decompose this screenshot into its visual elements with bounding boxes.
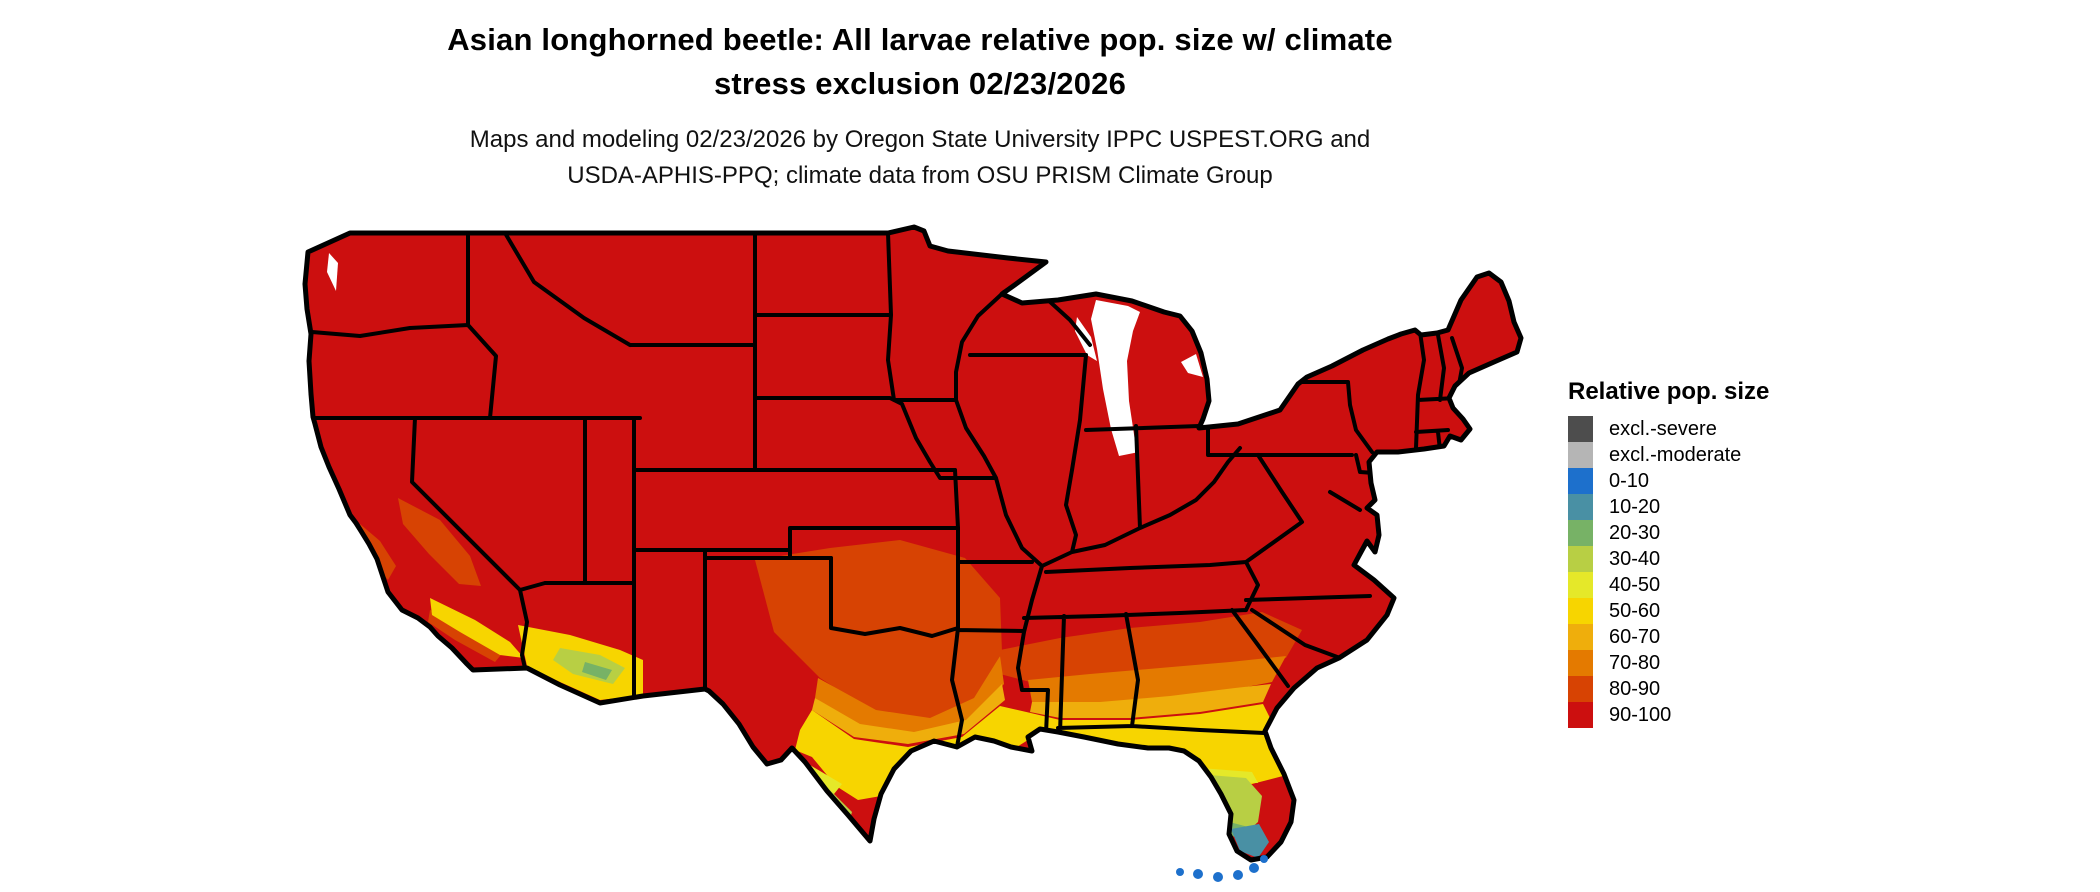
legend-row: 90-100 [1568, 702, 1769, 728]
florida-keys-dot [1249, 863, 1259, 873]
legend-label: 80-90 [1609, 678, 1661, 700]
map-subtitle-line2: USDA-APHIS-PPQ; climate data from OSU PR… [567, 162, 1273, 189]
legend-label: 60-70 [1609, 626, 1661, 648]
florida-keys-dot [1193, 869, 1203, 879]
legend-row: excl.-moderate [1568, 442, 1769, 468]
legend-row: 30-40 [1568, 546, 1769, 572]
us-outline [302, 224, 1524, 863]
legend-row: 80-90 [1568, 676, 1769, 702]
legend-label: 40-50 [1609, 574, 1661, 596]
state-borders-east [968, 298, 1372, 735]
legend-label: 20-30 [1609, 522, 1661, 544]
legend-swatch [1568, 520, 1593, 546]
legend-row: 0-10 [1568, 468, 1769, 494]
map-subtitle-line1: Maps and modeling 02/23/2026 by Oregon S… [469, 126, 1371, 153]
legend-row: 50-60 [1568, 598, 1769, 624]
legend-swatch [1568, 546, 1593, 572]
legend-row: 10-20 [1568, 494, 1769, 520]
risk-band-50-60 [430, 598, 1283, 800]
legend-row: 70-80 [1568, 650, 1769, 676]
legend-label: excl.-severe [1609, 418, 1717, 440]
legend-label: excl.-moderate [1609, 444, 1742, 466]
risk-band-60-70 [812, 684, 1271, 744]
saginaw-bay [1181, 354, 1203, 377]
legend-swatch [1568, 442, 1593, 468]
puget-sound [327, 253, 338, 291]
legend-swatch [1568, 650, 1593, 676]
florida-keys-dot [1233, 870, 1243, 880]
legend-title: Relative pop. size [1568, 378, 1770, 405]
risk-band-30-40 [398, 614, 1262, 838]
legend-row: excl.-severe [1568, 416, 1769, 442]
legend-items: excl.-severe excl.-moderate 0-10 10-20 20-30… [1568, 416, 1769, 728]
legend-label: 50-60 [1609, 600, 1661, 622]
legend-swatch [1568, 676, 1593, 702]
legend-swatch [1568, 598, 1593, 624]
legend-row: 60-70 [1568, 624, 1769, 650]
legend-swatch [1568, 572, 1593, 598]
legend-swatch [1568, 494, 1593, 520]
florida-keys [1176, 855, 1268, 882]
florida-keys-dot [1213, 872, 1223, 882]
state-borders-west [310, 231, 960, 698]
risk-band-70-80 [815, 656, 1286, 734]
map-title-line1: Asian longhorned beetle: All larvae rela… [447, 22, 1393, 57]
legend-row: 40-50 [1568, 572, 1769, 598]
legend-swatch [1568, 468, 1593, 494]
lake-michigan [1091, 300, 1140, 456]
legend-label: 0-10 [1609, 470, 1650, 492]
legend-row: 20-30 [1568, 520, 1769, 546]
legend-label: 90-100 [1609, 704, 1672, 726]
legend-swatch [1568, 702, 1593, 728]
map-title-line2: stress exclusion 02/23/2026 [713, 66, 1127, 101]
legend: Relative pop. size excl.-severe excl.-mod… [1568, 378, 1769, 728]
header: Asian longhorned beetle: All larvae rela… [270, 0, 1570, 194]
legend-swatch [1568, 624, 1593, 650]
map-title: Asian longhorned beetle: All larvae rela… [270, 18, 1570, 106]
legend-swatch [1568, 416, 1593, 442]
florida-keys-dot [1176, 868, 1184, 876]
state-borders-central [753, 231, 1050, 754]
legend-label: 70-80 [1609, 652, 1661, 674]
legend-label: 10-20 [1609, 496, 1661, 518]
legend-label: 30-40 [1609, 548, 1661, 570]
map-subtitle: Maps and modeling 02/23/2026 by Oregon S… [270, 122, 1570, 194]
risk-band-10-20 [839, 821, 1269, 858]
florida-keys-dot [1260, 855, 1268, 863]
